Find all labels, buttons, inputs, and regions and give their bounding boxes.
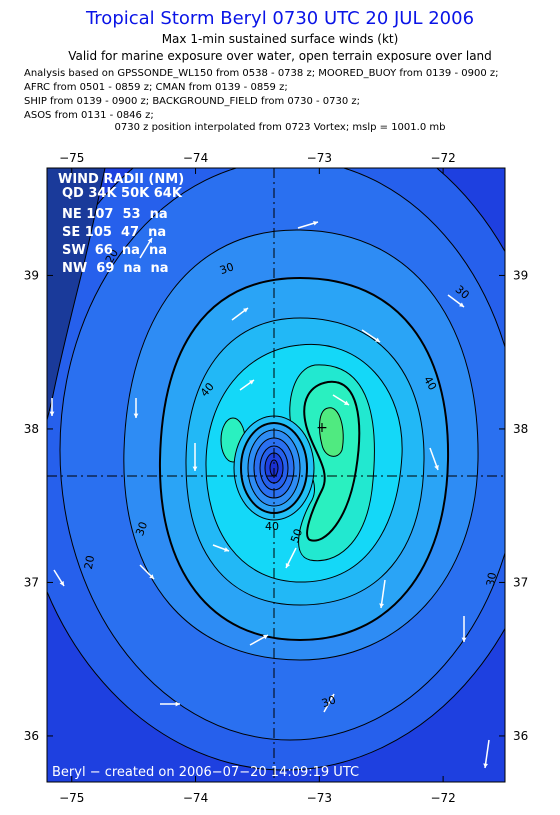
lat-tick-label: 39: [513, 268, 528, 282]
contour-label: 20: [82, 554, 97, 570]
lon-tick-label: −75: [59, 151, 84, 165]
creation-credit: Beryl − created on 2006−07−20 14:09:19 U…: [52, 765, 359, 780]
contour-label: 30: [484, 571, 499, 587]
lon-tick-label: −75: [59, 791, 84, 805]
map-title: Tropical Storm Beryl 0730 UTC 20 JUL 200…: [85, 8, 475, 29]
validity-note: Valid for marine exposure over water, op…: [68, 49, 492, 63]
wind-vector-head: [192, 466, 198, 471]
lat-tick-label: 37: [513, 575, 528, 589]
wind-vector-head: [329, 694, 334, 699]
wind-radii-table: WIND RADII (NM) QD 34K 50K 64K NE 107 53…: [58, 172, 184, 276]
lat-tick-label: 39: [24, 268, 39, 282]
axis-ticks: −75 −75 −74 −74 −73 −73 −72 −72 39 39 38 38 37 37 36 36: [24, 151, 529, 805]
wind-vector-head: [285, 563, 291, 568]
wind-vector-head: [379, 603, 384, 608]
wind-vector-head: [375, 337, 380, 342]
wind-vector-head: [147, 238, 152, 243]
contour-label: 40: [265, 520, 279, 533]
lat-tick-label: 38: [24, 422, 39, 436]
wind-radii-row: NE 107 53 na: [62, 207, 168, 222]
map-subtitle: Max 1-min sustained surface winds (kt): [161, 32, 399, 46]
wind-vectors: [49, 220, 490, 769]
contour-label: 20: [103, 247, 121, 266]
analysis-line: SHIP from 0139 - 0900 z; BACKGROUND_FIEL…: [24, 96, 361, 107]
wind-radii-row: NW 69 na na: [62, 261, 169, 276]
wind-vector-head: [224, 547, 229, 552]
contour-label: 30: [133, 520, 150, 538]
lat-tick-label: 36: [24, 729, 39, 743]
coastline-land: [47, 168, 106, 421]
wind-vector-head: [459, 302, 464, 307]
wind-radii-header: QD 34K 50K 64K: [62, 186, 183, 201]
plot-frame: [46, 167, 506, 783]
analysis-line: Analysis based on GPSSONDE_WL150 from 05…: [24, 68, 499, 79]
wind-vector-head: [263, 635, 268, 640]
lon-tick-label: −73: [307, 791, 332, 805]
lat-tick-label: 37: [24, 575, 39, 589]
wind-radii-row: SE 105 47 na: [62, 225, 166, 240]
analysis-line: AFRC from 0501 - 0859 z; CMAN from 0139 …: [24, 82, 288, 93]
wind-radii-row: SW 66 na na: [62, 243, 167, 258]
wind-vector: [484, 739, 490, 769]
wind-vector-head: [249, 380, 254, 385]
wind-vector-head: [133, 413, 139, 418]
lon-tick-label: −72: [430, 151, 455, 165]
analysis-line: ASOS from 0131 - 0846 z;: [24, 110, 154, 121]
wind-vector: [380, 579, 386, 609]
wind-vector-head: [313, 220, 318, 226]
lon-tick-label: −73: [307, 151, 332, 165]
contour-label: 30: [218, 260, 236, 277]
isotach-55: [319, 407, 344, 457]
max-wind-marker: +: [316, 420, 328, 436]
wind-vector-head: [434, 465, 439, 470]
contour-label: 50: [288, 527, 305, 545]
lat-tick-label: 36: [513, 729, 528, 743]
contour-label: 30: [320, 693, 338, 710]
wind-vector-head: [483, 763, 488, 768]
wind-radii-title: WIND RADII (NM): [58, 172, 184, 187]
wind-vector-head: [49, 411, 55, 416]
wind-vector-head: [175, 701, 180, 707]
position-note: 0730 z position interpolated from 0723 V…: [114, 122, 446, 133]
lat-tick-label: 38: [513, 422, 528, 436]
lon-tick-label: −72: [430, 791, 455, 805]
lon-tick-label: −74: [183, 791, 208, 805]
wind-vector-head: [243, 308, 248, 313]
isotach-50: [303, 380, 361, 542]
wind-vector-head: [149, 574, 154, 579]
wind-vector-head: [461, 637, 467, 642]
contour-label: 40: [421, 374, 439, 393]
wind-vector-head: [344, 400, 349, 405]
lon-tick-label: −74: [183, 151, 208, 165]
wind-vector-head: [59, 581, 64, 586]
